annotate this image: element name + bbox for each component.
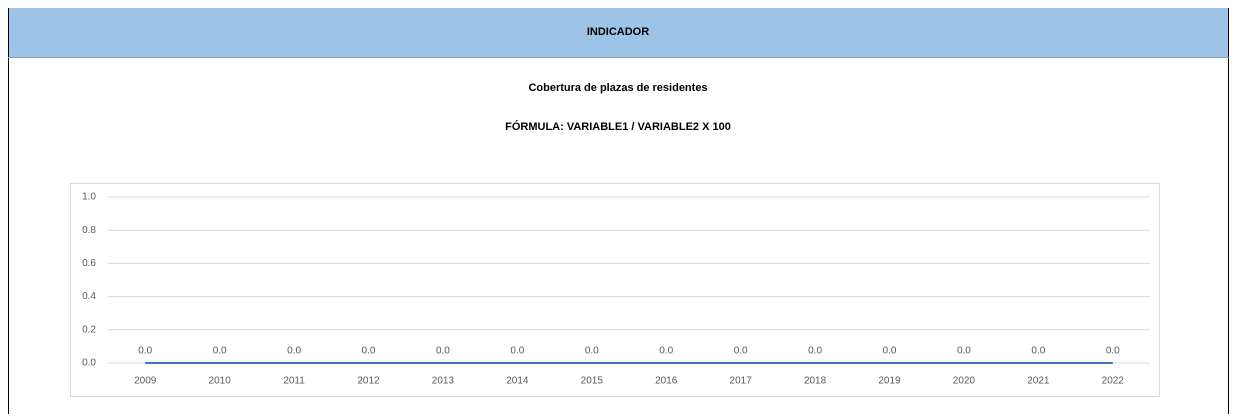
formula: FÓRMULA: VARIABLE1 / VARIABLE2 X 100	[505, 120, 731, 133]
x-tick-label: 2010	[209, 376, 232, 387]
y-tick-label: 0.8	[82, 225, 96, 236]
data-label: 0.0	[287, 346, 301, 357]
x-tick-label: 2009	[134, 376, 157, 387]
data-label: 0.0	[883, 346, 897, 357]
x-tick-label: 2020	[953, 376, 976, 387]
header-band	[8, 8, 1229, 57]
x-tick-label: 2012	[357, 376, 380, 387]
x-tick-label: 2017	[730, 376, 753, 387]
data-label: 0.0	[585, 346, 599, 357]
y-tick-label: 0.0	[82, 358, 96, 369]
indicator-name: Cobertura de plazas de residentes	[528, 82, 707, 94]
data-label: 0.0	[213, 346, 227, 357]
data-label: 0.0	[808, 346, 822, 357]
x-tick-label: 2022	[1102, 376, 1125, 387]
data-label: 0.0	[659, 346, 673, 357]
header-title: INDICADOR	[587, 26, 649, 38]
x-tick-label: 2013	[432, 376, 455, 387]
y-tick-label: 0.2	[82, 324, 96, 335]
x-tick-label: 2011	[283, 376, 305, 387]
data-label: 0.0	[1031, 346, 1045, 357]
chart-frame	[70, 183, 1160, 397]
x-tick-label: 2018	[804, 376, 827, 387]
x-tick-label: 2016	[655, 376, 678, 387]
y-tick-label: 1.0	[82, 192, 96, 203]
y-tick-label: 0.6	[82, 258, 96, 269]
data-label: 0.0	[957, 346, 971, 357]
y-tick-label: 0.4	[82, 291, 96, 302]
x-tick-label: 2021	[1027, 376, 1050, 387]
data-label: 0.0	[138, 346, 152, 357]
x-tick-label: 2019	[878, 376, 901, 387]
data-label: 0.0	[734, 346, 748, 357]
x-tick-label: 2014	[506, 376, 529, 387]
data-label: 0.0	[362, 346, 376, 357]
data-label: 0.0	[436, 346, 450, 357]
data-label: 0.0	[510, 346, 524, 357]
x-tick-label: 2015	[581, 376, 604, 387]
data-label: 0.0	[1106, 346, 1120, 357]
